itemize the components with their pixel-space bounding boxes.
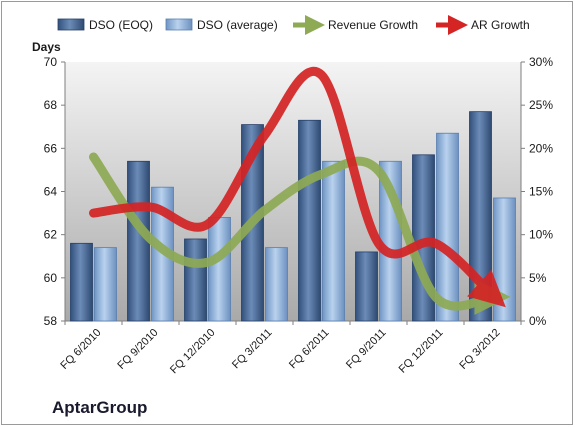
bar-dso-eoq — [469, 111, 492, 322]
legend-label: AR Growth — [471, 18, 530, 32]
y-right-tick-label: 30% — [529, 55, 553, 69]
y-left-tick-label: 62 — [44, 228, 58, 242]
line-ar-growth — [89, 67, 506, 308]
bar-dso-average — [208, 216, 231, 322]
y-right-tick-label: 15% — [529, 185, 553, 199]
bar-dso-average — [265, 247, 288, 322]
y-right-tick-label: 20% — [529, 141, 553, 155]
y-left-tick-label: 60 — [44, 271, 58, 285]
legend: DSO (EOQ) DSO (average) Revenue Growth AR G… — [57, 15, 530, 35]
bar-dso-average — [436, 132, 459, 322]
legend-label: DSO (average) — [197, 18, 278, 32]
line-revenue-growth — [89, 152, 511, 315]
bar-dso-eoq — [355, 251, 378, 322]
x-tick-label: FQ 9/2010 — [115, 327, 160, 372]
legend-swatch-dso-average — [165, 18, 193, 31]
bar-dso-average — [493, 197, 516, 322]
company-name: AptarGroup — [52, 398, 148, 417]
bar-dso-eoq — [298, 119, 321, 322]
x-tick-label: FQ 3/2012 — [457, 327, 502, 372]
x-tick-label: FQ 12/2010 — [168, 327, 218, 377]
y-left-tick-label: 66 — [44, 141, 58, 155]
y-right-tick-label: 5% — [529, 271, 547, 285]
bar-dso-eoq — [127, 160, 150, 322]
x-tick-label: FQ 12/2011 — [397, 327, 446, 376]
y-right-tick-label: 25% — [529, 98, 553, 112]
bar-dso-eoq — [184, 238, 207, 322]
legend-label: DSO (EOQ) — [89, 18, 153, 32]
y-axis-left-title: Days — [32, 40, 61, 54]
y-right-tick-label: 10% — [529, 228, 553, 242]
bar-dso-average — [322, 160, 345, 322]
legend-label: Revenue Growth — [328, 18, 418, 32]
x-tick-label: FQ 3/2011 — [230, 327, 275, 372]
y-left-tick-label: 70 — [44, 55, 58, 69]
y-left-tick-label: 68 — [44, 98, 58, 112]
x-tick-label: FQ 6/2011 — [287, 327, 332, 372]
bar-dso-average — [94, 247, 117, 322]
x-tick-label: FQ 6/2010 — [58, 327, 103, 372]
legend-swatch-dso-eoq — [57, 18, 85, 31]
y-left-tick-label: 64 — [44, 185, 58, 199]
y-right-tick-label: 0% — [529, 314, 547, 328]
bar-dso-eoq — [70, 242, 93, 322]
x-tick-label: FQ 9/2011 — [344, 327, 389, 372]
y-left-tick-label: 58 — [44, 314, 58, 328]
